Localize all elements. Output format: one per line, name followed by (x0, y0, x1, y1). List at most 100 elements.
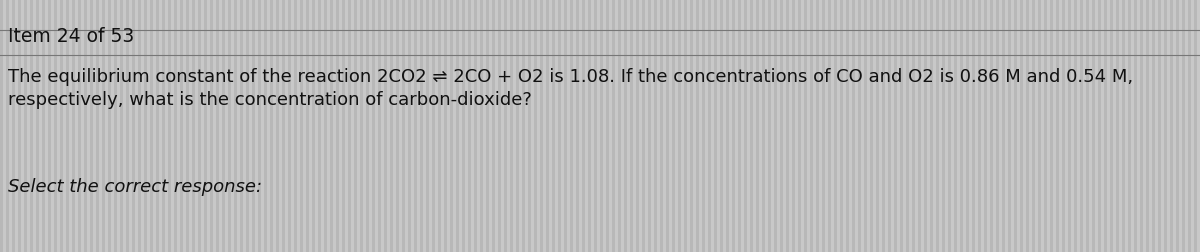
Bar (522, 0, 526, 252)
Bar (132, 0, 134, 252)
Bar (936, 0, 940, 252)
Bar (894, 0, 898, 252)
Bar (378, 0, 382, 252)
Bar (810, 0, 814, 252)
Bar (930, 0, 934, 252)
Text: Select the correct response:: Select the correct response: (8, 178, 262, 196)
Bar (174, 0, 178, 252)
Bar (360, 0, 364, 252)
Bar (126, 0, 130, 252)
Bar (612, 0, 616, 252)
Bar (846, 0, 850, 252)
Bar (54, 0, 58, 252)
Bar (1098, 0, 1102, 252)
Bar (102, 0, 106, 252)
Bar (438, 0, 442, 252)
Bar (558, 0, 562, 252)
Bar (1134, 0, 1138, 252)
Bar (78, 0, 82, 252)
Bar (762, 0, 766, 252)
Bar (414, 0, 418, 252)
Bar (480, 0, 482, 252)
Bar (120, 0, 124, 252)
Bar (990, 0, 994, 252)
Bar (954, 0, 958, 252)
Bar (426, 0, 430, 252)
Bar (516, 0, 520, 252)
Bar (528, 0, 530, 252)
Bar (1170, 0, 1174, 252)
Bar (498, 0, 502, 252)
Bar (6, 0, 10, 252)
Bar (156, 0, 158, 252)
Bar (240, 0, 242, 252)
Bar (540, 0, 542, 252)
Bar (780, 0, 784, 252)
Bar (738, 0, 742, 252)
Bar (942, 0, 946, 252)
Bar (18, 0, 22, 252)
Bar (822, 0, 826, 252)
Bar (216, 0, 220, 252)
Bar (666, 0, 670, 252)
Bar (300, 0, 302, 252)
Bar (906, 0, 910, 252)
Bar (456, 0, 458, 252)
Bar (294, 0, 298, 252)
Bar (0, 0, 2, 252)
Bar (564, 0, 568, 252)
Bar (1086, 0, 1090, 252)
Bar (690, 0, 694, 252)
Bar (870, 0, 874, 252)
Bar (978, 0, 982, 252)
Bar (1020, 0, 1022, 252)
Bar (24, 0, 28, 252)
Bar (462, 0, 466, 252)
Bar (648, 0, 650, 252)
Bar (168, 0, 172, 252)
Bar (468, 0, 470, 252)
Bar (996, 0, 998, 252)
Bar (726, 0, 730, 252)
Bar (900, 0, 904, 252)
Bar (570, 0, 574, 252)
Bar (330, 0, 334, 252)
Bar (1146, 0, 1150, 252)
Bar (828, 0, 830, 252)
Bar (756, 0, 760, 252)
Bar (12, 0, 14, 252)
Bar (504, 0, 508, 252)
Bar (144, 0, 148, 252)
Bar (72, 0, 74, 252)
Bar (138, 0, 142, 252)
Bar (228, 0, 230, 252)
Bar (594, 0, 598, 252)
Bar (804, 0, 808, 252)
Text: The equilibrium constant of the reaction 2CO2 ⇌ 2CO + O2 is 1.08. If the concent: The equilibrium constant of the reaction… (8, 68, 1133, 86)
Bar (318, 0, 322, 252)
Bar (678, 0, 682, 252)
Bar (1044, 0, 1046, 252)
Bar (768, 0, 772, 252)
Bar (732, 0, 734, 252)
Bar (720, 0, 722, 252)
Bar (918, 0, 922, 252)
Bar (60, 0, 64, 252)
Bar (246, 0, 250, 252)
Bar (708, 0, 710, 252)
Bar (234, 0, 238, 252)
Bar (816, 0, 818, 252)
Bar (924, 0, 928, 252)
Bar (114, 0, 118, 252)
Bar (180, 0, 182, 252)
Bar (108, 0, 112, 252)
Bar (852, 0, 854, 252)
Bar (252, 0, 256, 252)
Bar (1140, 0, 1142, 252)
Bar (864, 0, 866, 252)
Bar (1128, 0, 1132, 252)
Text: respectively, what is the concentration of carbon-dioxide?: respectively, what is the concentration … (8, 91, 532, 109)
Bar (534, 0, 538, 252)
Bar (654, 0, 658, 252)
Bar (312, 0, 314, 252)
